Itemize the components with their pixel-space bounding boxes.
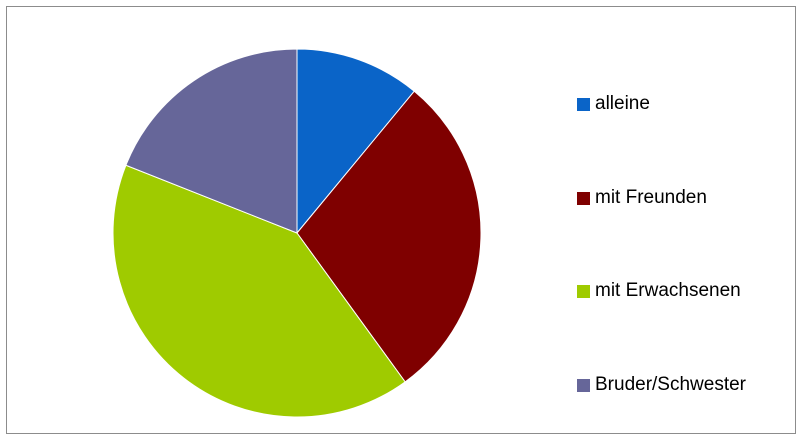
legend-label: Bruder/Schwester	[595, 374, 747, 395]
pie-slice-mit-erwachsenen	[112, 164, 406, 418]
pie-slice-bruder-schwester	[125, 48, 298, 234]
chart-frame: alleine mit Freunden mit Erwachsenen Bru…	[6, 6, 796, 434]
pie-slice-alleine	[296, 48, 415, 234]
legend-label: mit Freunden	[595, 187, 707, 208]
legend-label: alleine	[595, 93, 650, 114]
pie-slice-mit-freunden	[296, 90, 482, 383]
legend-swatch	[577, 378, 590, 392]
legend-swatch	[577, 97, 590, 111]
legend-item-mit-erwachsenen: mit Erwachsenen	[577, 280, 741, 302]
legend-swatch	[577, 284, 590, 298]
legend-item-alleine: alleine	[577, 93, 650, 115]
legend-swatch	[577, 191, 590, 205]
legend-item-bruder-schwester: Bruder/Schwester	[577, 374, 746, 396]
legend-item-mit-freunden: mit Freunden	[577, 187, 707, 209]
pie-chart	[112, 48, 482, 418]
legend-label: mit Erwachsenen	[595, 280, 741, 301]
